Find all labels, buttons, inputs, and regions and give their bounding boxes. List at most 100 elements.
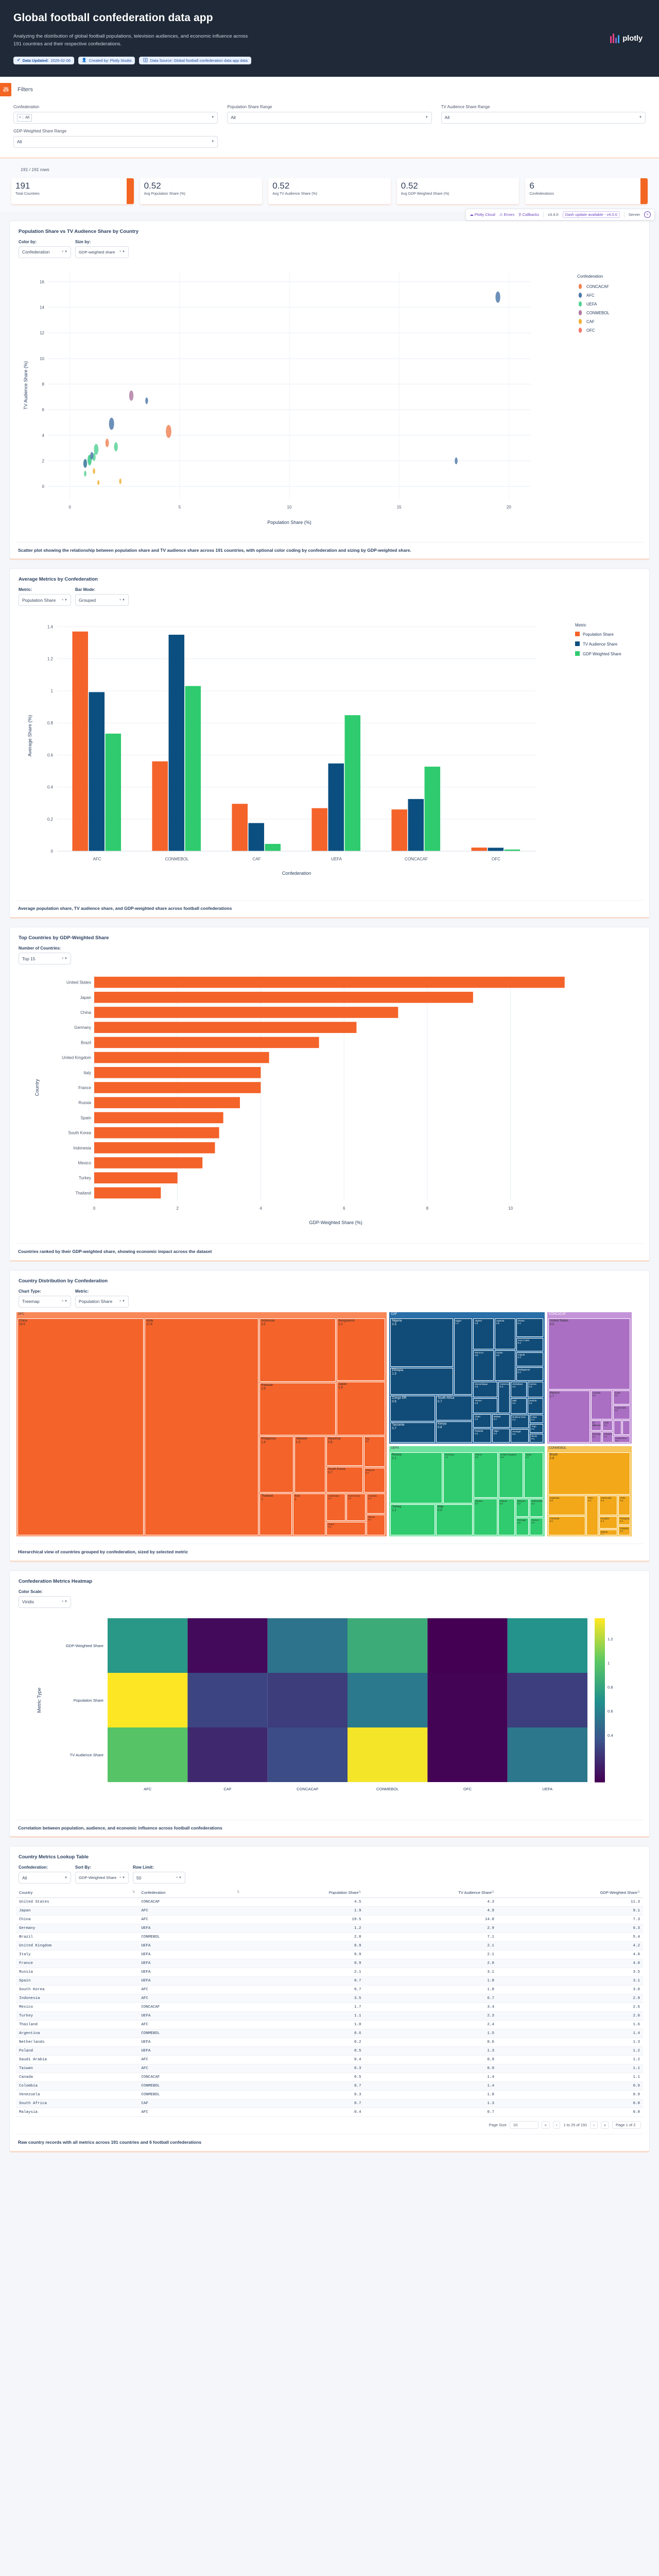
treemap-tile[interactable]: Zimbabwe 0.2 [511,1382,527,1397]
table-row[interactable]: South Korea AFC 0.7 1.8 3.0 [16,1985,643,1995]
treemap-tile[interactable]: France 0.9 [473,1452,498,1498]
table-row[interactable]: Netherlands UEFA 0.2 0.6 1.3 [16,2038,643,2047]
callbacks-button[interactable]: ⚲ Callbacks [518,212,540,217]
treemap-group[interactable]: CONMEBOL Brazil 2.8 Argentina 0.6 Colombia 0.6… [546,1445,632,1537]
treemap-tile[interactable]: Zambia 0.2 [527,1398,543,1414]
treemap-tile[interactable]: Brazil 2.8 [548,1452,630,1495]
page-number-label[interactable]: Page 1 of 2 [612,2121,641,2129]
treemap-chart-type-select[interactable]: Treemap × ▼ [19,1295,71,1308]
dash-update-badge[interactable]: Dash update available - v4.0.0 [562,211,620,218]
treemap-tile[interactable]: Libya 0.1 [530,1414,543,1423]
treemap-tile[interactable]: United Kingdom 0.9 [499,1452,524,1498]
treemap-metric-select[interactable]: Population Share × ▼ [75,1295,129,1308]
table-row[interactable]: Taiwan AFC 0.3 0.9 1.1 [16,2064,643,2074]
treemap-tile[interactable]: North Korea 0.4 [346,1493,366,1521]
table-row[interactable]: Turkey UEFA 1.1 2.3 2.0 [16,2011,643,2021]
heatmap-plot[interactable]: GDP-Weighted Share Population Share TV Aud… [16,1612,643,1820]
treemap-tile[interactable]: China 19.5 [18,1318,144,1535]
treemap-tile[interactable]: Nicaragua0.1 [591,1432,602,1443]
treemap-tile[interactable]: Nigeria 2.3 [390,1318,453,1367]
treemap-tile[interactable]: Malawi 0.2 [492,1414,510,1428]
treemap-group[interactable]: CONCACAF United States 4.5 Mexico 1.7 Canada 0… [546,1311,632,1444]
clear-icon[interactable]: × ▼ [61,250,67,254]
treemap-tile[interactable]: Ivory Coast 0.3 [516,1337,543,1352]
table-row[interactable]: South Africa CAF 0.7 1.3 0.8 [16,2099,643,2109]
treemap-tile[interactable]: Chad 0.2 [473,1414,491,1428]
table-row[interactable]: China AFC 19.5 14.8 7.3 [16,1915,643,1925]
treemap-tile[interactable]: Philippines 1.4 [259,1436,293,1493]
table-row[interactable]: Saudi Arabia AFC 0.4 0.9 1.2 [16,2055,643,2065]
table-col-country[interactable]: Country ⇅ [16,1888,138,1899]
clear-icon[interactable]: × ▼ [61,1600,67,1604]
treemap-tile[interactable]: Italy 0.9 [436,1504,473,1535]
chevron-down-icon[interactable]: ▼ [639,116,642,120]
treemap-tile[interactable]: Yemen 0.3 [473,1398,497,1414]
treemap-tile[interactable]: Haiti 0.1 [602,1420,613,1431]
filter-tv-audience-share-select[interactable]: All ▼ [441,111,646,124]
treemap-tile[interactable]: Mozambique 0.3 [473,1382,497,1397]
table-col-tv-audience-share[interactable]: TV Audience Share ⇅ [364,1888,497,1899]
treemap-tile[interactable]: Cameroon 0.3 [498,1382,510,1414]
treemap-tile[interactable]: Russia 2.1 [390,1452,443,1504]
table-col-population-share[interactable]: Population Share ⇅ [242,1888,365,1899]
top-countries-count-select[interactable]: Top 15 × ▼ [19,953,71,965]
sort-icon[interactable]: ⇅ [237,1891,240,1894]
confederation-token[interactable]: × All [17,113,32,122]
treemap-tile[interactable]: Chile 0.2 [618,1496,630,1515]
table-col-gdp-weighted-share[interactable]: GDP-Weighted Share ⇅ [497,1888,643,1899]
chevron-right-double-icon[interactable]: » [644,211,651,218]
sort-icon[interactable]: ⇅ [637,1891,640,1894]
table-row[interactable]: Germany UEFA 1.2 2.9 6.3 [16,1924,643,1934]
treemap-tile[interactable]: Spain 0.7 [524,1452,543,1498]
treemap-tile[interactable]: Guinea 0.2 [527,1382,543,1397]
chevron-down-icon[interactable]: ▼ [211,140,215,144]
treemap-tile[interactable]: Venezuela 0.3 [599,1496,618,1515]
chevron-down-icon[interactable]: ▼ [211,116,215,120]
treemap-tile[interactable]: Bangladesh 2.2 [337,1318,386,1381]
treemap-tile[interactable]: Cuba 0.2 [613,1391,630,1405]
treemap-tile[interactable]: Greece 0.2 [530,1517,543,1535]
treemap-tile[interactable]: Uruguay 0.1 [618,1526,630,1535]
treemap-tile[interactable]: Niger 0.2 [492,1429,510,1443]
treemap-tile[interactable]: Ecuador 0.2 [599,1516,618,1529]
treemap-tile[interactable]: Mexico 1.7 [548,1391,590,1443]
table-row[interactable]: Venezuela CONMEBOL 0.3 1.8 0.9 [16,2090,643,2100]
treemap-tile[interactable]: Taiwan 0.3 [366,1515,386,1535]
table-row[interactable]: Colombia CONMEBOL 0.7 1.4 0.9 [16,2081,643,2091]
treemap-tile[interactable]: Germany 1.2 [443,1452,473,1504]
filter-population-share-select[interactable]: All ▼ [227,111,432,124]
treemap-tile[interactable]: Egypt 1.1 [454,1318,473,1395]
treemap-tile[interactable]: Iraq 0.5 [363,1436,386,1467]
bar-mode-select[interactable]: Grouped × ▼ [75,594,129,606]
top-countries-plot[interactable]: 0 2 4 6 8 10 United States Japan China Germany Bra… [16,969,643,1243]
treemap-tile[interactable]: Iran 1 [293,1494,326,1535]
treemap-tile[interactable]: Colombia 0.6 [548,1516,586,1535]
treemap-tile[interactable]: Nepal 0.4 [326,1522,366,1535]
treemap-group[interactable]: UEFA Russia 2.1 Germany 1.2 Turkey 1.1 Italy 0.9… [389,1445,545,1537]
scatter-plot[interactable]: 0 2 4 6 8 10 12 14 16 0 5 10 15 20 Population Share (%… [16,262,643,542]
treemap-tile[interactable]: Netherlands 0.2 [530,1499,543,1517]
errors-button[interactable]: ⚠ Errors [499,212,515,217]
clear-icon[interactable]: × ▼ [119,1300,125,1303]
treemap-tile[interactable]: Algeria 0.5 [473,1318,494,1349]
treemap-plot[interactable]: AFC China 19.5 India 17.6 Indonesia 3.5 Pakista… [16,1311,643,1538]
treemap-tile[interactable]: Rwanda 0.2 [473,1429,491,1443]
table-row[interactable]: Argentina CONMEBOL 0.6 1.5 1.4 [16,2029,643,2039]
clear-icon[interactable]: × ▼ [61,598,67,602]
next-page-button[interactable]: › [590,2121,598,2129]
clear-icon[interactable]: × ▼ [61,1300,67,1303]
treemap-tile[interactable]: Madagascar 0.3 [516,1367,543,1381]
treemap-tile[interactable]: Mali 0.2 [511,1398,527,1414]
page-size-value[interactable]: 10 [509,2121,539,2129]
treemap-group[interactable]: AFC China 19.5 India 17.6 Indonesia 3.5 Pakista… [16,1311,388,1537]
treemap-tile[interactable]: Benin 0.1 [530,1433,543,1443]
table-row[interactable]: Russia UEFA 2.1 3.1 3.5 [16,1968,643,1977]
treemap-tile[interactable]: Bolivia 0.1 [599,1529,618,1535]
treemap-tile[interactable]: Burkina Faso 0.2 [511,1414,529,1428]
treemap-tile[interactable]: India 17.6 [145,1318,259,1535]
treemap-tile[interactable]: Costa Rica 0.1 [614,1435,630,1443]
clear-icon[interactable]: × ▼ [176,1876,182,1879]
treemap-tile[interactable]: Panama 0.1 [602,1432,613,1443]
table-row[interactable]: Brazil CONMEBOL 2.8 7.1 5.4 [16,1933,643,1942]
remove-token-icon[interactable]: × [18,115,24,120]
